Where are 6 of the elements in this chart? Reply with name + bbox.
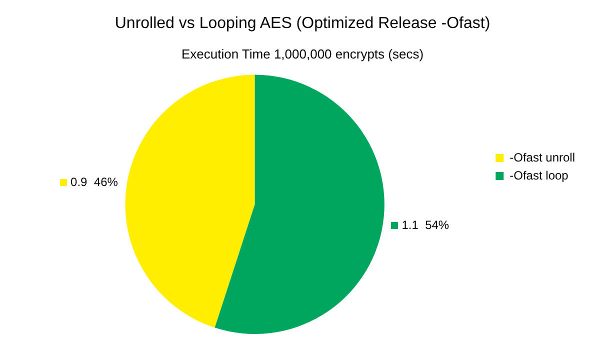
data-label: 1.1 54%	[402, 218, 450, 232]
legend-label: -Ofast loop	[510, 168, 569, 182]
legend-label: -Ofast unroll	[510, 150, 576, 164]
chart-title: Unrolled vs Looping AES (Optimized Release -Ofast)	[114, 15, 490, 32]
data-label: 0.9 46%	[70, 175, 118, 190]
chart-subtitle: Execution Time 1,000,000 encrypts (secs)	[181, 46, 424, 62]
